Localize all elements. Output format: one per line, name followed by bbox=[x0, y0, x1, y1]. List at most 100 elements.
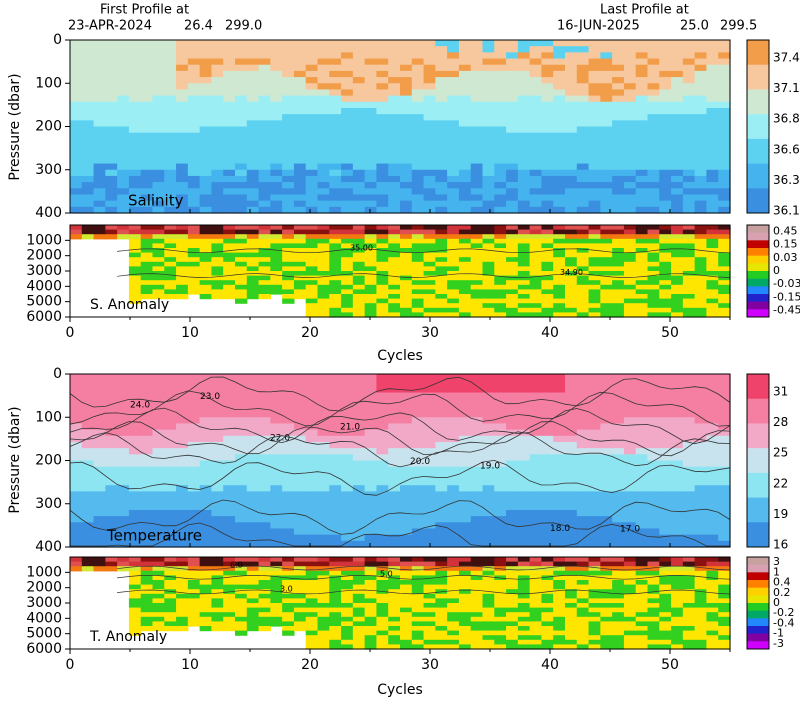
heatmap-cell bbox=[400, 516, 413, 523]
heatmap-cell bbox=[494, 77, 507, 84]
heatmap-cell bbox=[600, 454, 613, 462]
heatmap-cell bbox=[176, 392, 189, 400]
heatmap-cell bbox=[588, 200, 601, 208]
heatmap-cell bbox=[529, 289, 543, 295]
heatmap-cell bbox=[317, 83, 330, 91]
heatmap-cell bbox=[128, 593, 142, 599]
heatmap-cell bbox=[293, 248, 307, 254]
heatmap-cell bbox=[400, 40, 413, 47]
heatmap-cell bbox=[258, 58, 271, 66]
heatmap-cell bbox=[187, 126, 201, 134]
heatmap-cell bbox=[671, 392, 684, 400]
heatmap-cell bbox=[293, 175, 307, 183]
heatmap-cell bbox=[317, 307, 330, 313]
heatmap-cell bbox=[329, 266, 342, 272]
heatmap-cell bbox=[694, 169, 708, 177]
heatmap-cell bbox=[128, 132, 142, 140]
heatmap-cell bbox=[305, 284, 319, 290]
heatmap-cell bbox=[588, 472, 601, 480]
heatmap-cell bbox=[282, 621, 295, 627]
heatmap-cell bbox=[482, 411, 495, 418]
heatmap-cell bbox=[140, 132, 154, 140]
heatmap-cell bbox=[659, 472, 672, 480]
heatmap-cell bbox=[623, 429, 637, 437]
heatmap-cell bbox=[388, 169, 401, 177]
heatmap-cell bbox=[305, 380, 319, 387]
heatmap-cell bbox=[199, 522, 213, 530]
heatmap-cell bbox=[411, 157, 425, 165]
heatmap-cell bbox=[199, 261, 213, 267]
heatmap-cell bbox=[635, 200, 649, 208]
heatmap-cell bbox=[458, 89, 472, 97]
heatmap-cell bbox=[152, 46, 165, 53]
heatmap-cell bbox=[482, 534, 495, 542]
heatmap-cell bbox=[682, 392, 696, 400]
heatmap-cell bbox=[341, 289, 354, 295]
heatmap-cell bbox=[364, 70, 378, 78]
heatmap-cell bbox=[506, 448, 519, 455]
heatmap-cell bbox=[635, 257, 649, 263]
heatmap-cell bbox=[411, 516, 425, 523]
heatmap-cell bbox=[458, 275, 472, 281]
heatmap-cell bbox=[152, 275, 165, 281]
heatmap-cell bbox=[140, 284, 154, 290]
heatmap-cell bbox=[612, 266, 625, 272]
heatmap-cell bbox=[364, 312, 378, 318]
heatmap-cell bbox=[600, 238, 613, 244]
heatmap-cell bbox=[400, 503, 413, 511]
heatmap-cell bbox=[223, 404, 236, 412]
heatmap-cell bbox=[187, 157, 201, 165]
heatmap-cell bbox=[364, 64, 378, 72]
heatmap-cell bbox=[659, 200, 672, 208]
heatmap-cell bbox=[600, 58, 613, 66]
heatmap-cell bbox=[176, 200, 189, 208]
heatmap-cell bbox=[517, 70, 531, 78]
heatmap-cell bbox=[494, 248, 507, 254]
heatmap-cell bbox=[600, 40, 613, 47]
heatmap-cell bbox=[388, 528, 401, 536]
heatmap-cell bbox=[553, 206, 566, 214]
heatmap-cell bbox=[671, 448, 684, 455]
heatmap-cell bbox=[576, 491, 590, 499]
heatmap-cell bbox=[235, 435, 248, 443]
heatmap-cell bbox=[164, 460, 177, 468]
heatmap-cell bbox=[376, 380, 389, 387]
heatmap-cell bbox=[435, 435, 448, 443]
heatmap-cell bbox=[317, 466, 330, 474]
heatmap-cell bbox=[352, 557, 366, 563]
heatmap-cell bbox=[128, 448, 142, 455]
heatmap-cell bbox=[576, 284, 590, 290]
heatmap-cell bbox=[494, 275, 507, 281]
heatmap-cell bbox=[400, 398, 413, 406]
heatmap-cell bbox=[659, 626, 672, 632]
heatmap-cell bbox=[223, 132, 236, 140]
heatmap-cell bbox=[400, 114, 413, 121]
heatmap-cell bbox=[235, 52, 248, 60]
heatmap-cell bbox=[293, 266, 307, 272]
heatmap-cell bbox=[671, 83, 684, 91]
heatmap-cell bbox=[494, 516, 507, 523]
heatmap-cell bbox=[329, 612, 342, 618]
heatmap-cell bbox=[623, 298, 637, 304]
heatmap-cell bbox=[400, 491, 413, 499]
heatmap-cell bbox=[105, 157, 118, 165]
heatmap-cell bbox=[199, 528, 213, 536]
heatmap-cell bbox=[447, 479, 460, 486]
heatmap-cell bbox=[423, 126, 436, 134]
heatmap-cell bbox=[529, 101, 543, 109]
heatmap-cell bbox=[718, 522, 731, 530]
heatmap-cell bbox=[423, 303, 436, 309]
heatmap-cell bbox=[529, 429, 543, 437]
heatmap-cell bbox=[588, 107, 601, 115]
heatmap-cell bbox=[423, 522, 436, 530]
heatmap-cell bbox=[623, 261, 637, 267]
heatmap-cell bbox=[506, 145, 519, 152]
heatmap-cell bbox=[682, 522, 696, 530]
heatmap-cell bbox=[305, 479, 319, 486]
heatmap-cell bbox=[81, 169, 95, 177]
heatmap-cell bbox=[211, 194, 224, 202]
heatmap-cell bbox=[482, 435, 495, 443]
heatmap-cell bbox=[565, 257, 578, 263]
heatmap-cell bbox=[128, 584, 142, 590]
heatmap-cell bbox=[105, 114, 118, 121]
